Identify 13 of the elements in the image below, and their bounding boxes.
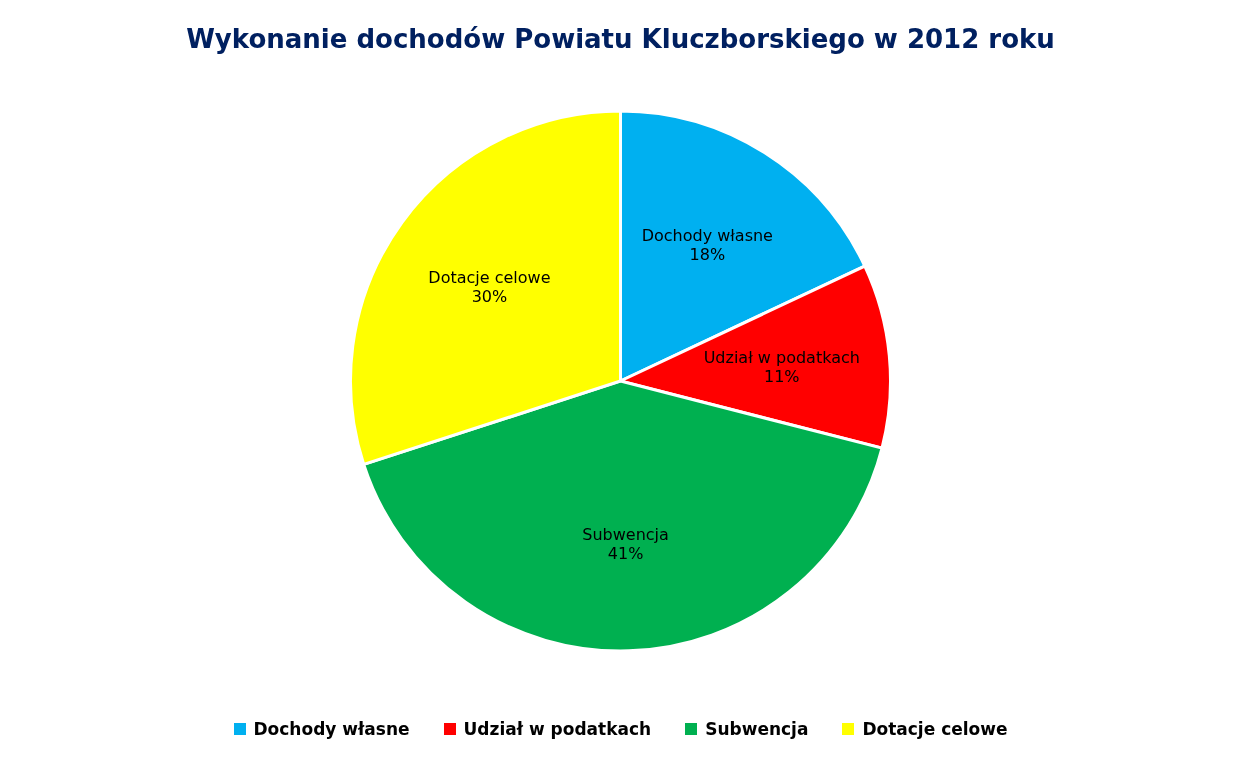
legend-label: Dotacje celowe [861, 719, 1008, 739]
legend-label: Dochody własne [252, 719, 410, 739]
slice-label: Dotacje celowe [428, 267, 551, 287]
slice-label: Subwencja [582, 524, 669, 544]
data-label: 11% [764, 366, 800, 386]
legend-label: Udział w podatkach [462, 719, 652, 739]
data-label: 41% [607, 543, 644, 563]
data-label: 18% [689, 245, 726, 265]
data-label: 30% [471, 286, 508, 306]
slice-label: Dochody własne [641, 226, 773, 246]
slice-label: Udział w podatkach [703, 347, 860, 367]
legend-label: Subwencja [704, 719, 809, 739]
chart-title: Wykonanie dochodów Powiatu Kluczborskiego w 2012 roku [185, 23, 1056, 56]
